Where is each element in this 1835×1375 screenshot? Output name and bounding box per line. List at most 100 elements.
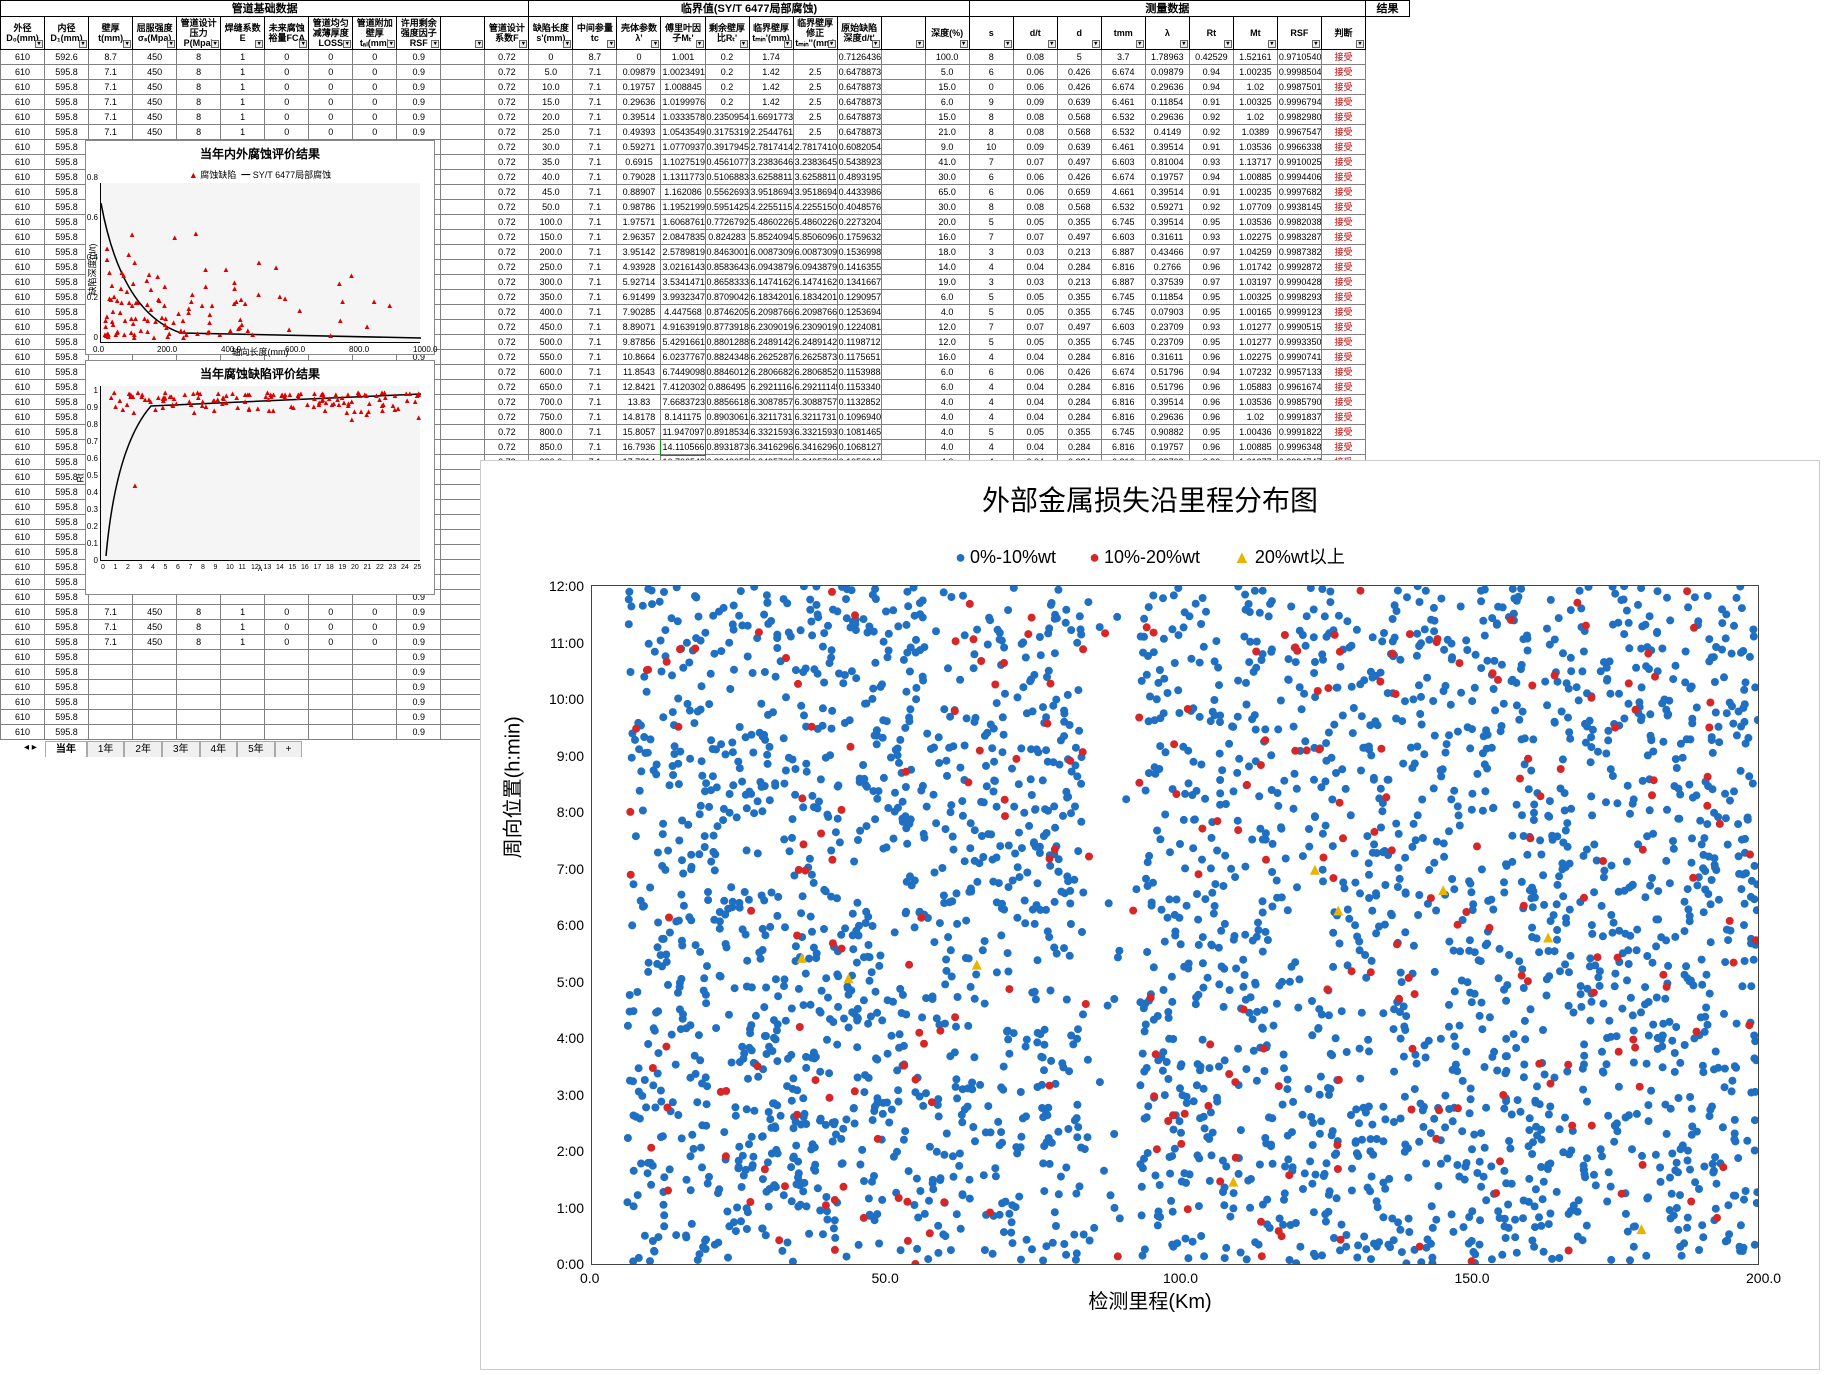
filter-dropdown-icon[interactable]: ▾ [696,40,704,48]
cell[interactable]: 16.0 [925,350,969,365]
cell[interactable]: 595.8 [45,560,89,575]
cell[interactable]: 0.72 [485,395,529,410]
cell[interactable]: 0 [353,65,397,80]
cell[interactable]: 0.8824348 [705,350,749,365]
cell[interactable]: 595.8 [45,275,89,290]
cell[interactable] [265,695,309,710]
cell[interactable]: 0.51796 [1145,380,1189,395]
cell[interactable]: 0 [265,620,309,635]
cell[interactable]: 1.00436 [1233,425,1277,440]
cell[interactable] [441,500,485,515]
cell[interactable]: 0.51796 [1145,365,1189,380]
filter-dropdown-icon[interactable]: ▾ [607,40,615,48]
cell[interactable]: 0.999829383 [1277,290,1321,305]
cell[interactable]: 7.1 [89,125,133,140]
cell[interactable]: 595.8 [45,665,89,680]
cell[interactable]: 6.0 [925,95,969,110]
cell[interactable]: 595.8 [45,320,89,335]
cell[interactable] [441,305,485,320]
column-header[interactable]: 屈服强度 σₛ(Mpa)▾ [133,17,177,50]
cell[interactable]: 5.8524094 [749,230,793,245]
cell[interactable]: 700.0 [529,395,573,410]
cell[interactable]: 0.22732047 [837,215,881,230]
cell[interactable]: 0.999850432 [1277,65,1321,80]
cell[interactable] [265,650,309,665]
cell[interactable]: 6.887 [1101,245,1145,260]
cell[interactable] [881,290,925,305]
cell[interactable]: 0.04 [1013,260,1057,275]
cell[interactable]: 6.18342013 [749,290,793,305]
cell[interactable]: 0.2 [705,80,749,95]
cell[interactable]: 3.625881135 [793,170,837,185]
cell[interactable]: 1 [221,65,265,80]
cell[interactable]: 0.72 [485,95,529,110]
cell[interactable]: 1.07232 [1233,365,1277,380]
cell[interactable] [881,245,925,260]
cell[interactable] [309,725,353,740]
cell[interactable]: 6.603 [1101,155,1145,170]
cell[interactable]: 610 [1,230,45,245]
cell[interactable]: 800.0 [529,425,573,440]
cell[interactable] [221,665,265,680]
cell[interactable]: 2.5 [793,65,837,80]
cell[interactable] [881,215,925,230]
tab-3年[interactable]: 3年 [162,741,200,757]
cell[interactable]: 600.0 [529,365,573,380]
cell[interactable]: 6.745 [1101,305,1145,320]
cell[interactable]: 0.10814656 [837,425,881,440]
cell[interactable]: 接受 [1321,275,1365,290]
cell[interactable]: 25.0 [529,125,573,140]
cell[interactable]: 0 [353,95,397,110]
cell[interactable]: 7.1 [573,320,617,335]
column-header[interactable]: ▾ [441,17,485,50]
cell[interactable]: 610 [1,305,45,320]
cell[interactable]: 1.78963 [1145,50,1189,65]
column-header[interactable]: λ▾ [1145,17,1189,50]
cell[interactable] [441,185,485,200]
cell[interactable]: 0.72 [485,260,529,275]
cell[interactable]: 0.54389231 [837,155,881,170]
cell[interactable]: 7.1 [573,350,617,365]
cell[interactable]: 0.05 [1013,425,1057,440]
cell[interactable]: 0.97 [1189,275,1233,290]
cell[interactable]: 595.8 [45,125,89,140]
filter-dropdown-icon[interactable]: ▾ [651,40,659,48]
filter-dropdown-icon[interactable]: ▾ [123,40,131,48]
cell[interactable]: 0.355 [1057,290,1101,305]
cell[interactable]: 4 [969,260,1013,275]
column-header[interactable]: 剩余壁厚比Rₜ'▾ [705,17,749,50]
cell[interactable]: 6.603 [1101,320,1145,335]
cell[interactable]: 6.887 [1101,275,1145,290]
cell[interactable]: 610 [1,50,45,65]
cell[interactable]: 0.999042804 [1277,275,1321,290]
cell[interactable]: 610 [1,575,45,590]
cell[interactable]: 0.993814526 [1277,200,1321,215]
cell[interactable] [89,650,133,665]
cell[interactable]: 8.7 [89,50,133,65]
cell[interactable] [221,725,265,740]
cell[interactable]: 接受 [1321,335,1365,350]
cell[interactable]: 0.8856618 [705,395,749,410]
cell[interactable]: 5 [1057,50,1101,65]
cell[interactable]: 0.91 [1189,95,1233,110]
cell[interactable]: 接受 [1321,320,1365,335]
cell[interactable]: 0.48931955 [837,170,881,185]
cell[interactable]: 30.0 [925,200,969,215]
cell[interactable] [177,710,221,725]
cell[interactable]: 4.22551503 [793,200,837,215]
cell[interactable]: 0.284 [1057,380,1101,395]
cell[interactable]: 0.995713348 [1277,365,1321,380]
tab-2年[interactable]: 2年 [124,741,162,757]
cell[interactable]: 0.94 [1189,65,1233,80]
cell[interactable]: 14.8178 [617,410,661,425]
cell[interactable]: 610 [1,380,45,395]
cell[interactable]: 15.0 [529,95,573,110]
cell[interactable] [309,665,353,680]
cell[interactable] [441,605,485,620]
cell[interactable]: 0.9 [397,635,441,650]
cell[interactable]: 5 [969,425,1013,440]
cell[interactable] [881,350,925,365]
cell[interactable]: 0.12240817 [837,320,881,335]
cell[interactable]: 0.72 [485,410,529,425]
cell[interactable] [441,260,485,275]
